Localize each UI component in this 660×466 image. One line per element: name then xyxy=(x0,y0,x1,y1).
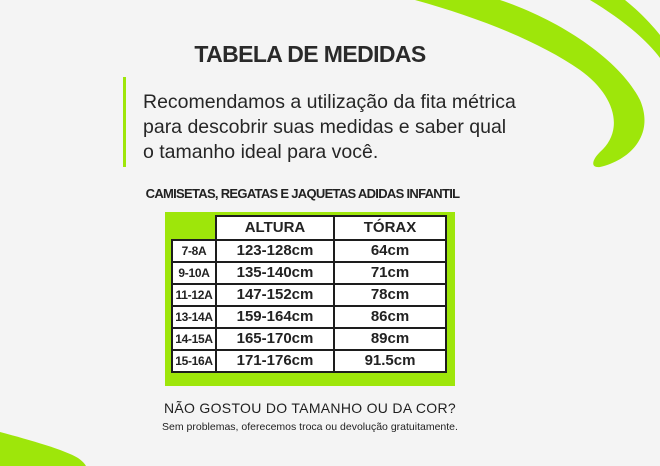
intro-line: para descobrir suas medidas e saber qual xyxy=(143,116,507,138)
bottom-left-swoosh xyxy=(0,432,86,466)
size-table: ALTURA TÓRAX 7-8A 123-128cm 64cm 9-10A 135-1… xyxy=(171,215,447,373)
cell-torax: 91.5cm xyxy=(333,349,447,373)
intro-text: Recomendamos a utilização da fita métric… xyxy=(143,90,583,165)
table-header-row: ALTURA TÓRAX xyxy=(172,215,447,241)
cell-size: 9-10A xyxy=(171,261,217,285)
cell-size: 7-8A xyxy=(171,239,217,263)
cell-torax: 86cm xyxy=(333,305,447,329)
header-altura: ALTURA xyxy=(215,215,335,241)
cell-size: 13-14A xyxy=(171,305,217,329)
cell-altura: 165-170cm xyxy=(215,327,335,351)
cell-altura: 147-152cm xyxy=(215,283,335,307)
page-title: TABELA DE MEDIDAS xyxy=(194,41,426,67)
top-right-swoosh xyxy=(590,0,660,58)
cell-size: 14-15A xyxy=(171,327,217,351)
cell-altura: 171-176cm xyxy=(215,349,335,373)
intro-line: Recomendamos a utilização da fita métric… xyxy=(143,91,516,113)
cell-torax: 78cm xyxy=(333,283,447,307)
accent-bar xyxy=(123,77,126,167)
table-row: 11-12A 147-152cm 78cm xyxy=(171,283,447,307)
table-row: 7-8A 123-128cm 64cm xyxy=(171,239,447,263)
footer-answer: Sem problemas, oferecemos troca ou devol… xyxy=(162,421,458,433)
table-row: 14-15A 165-170cm 89cm xyxy=(171,327,447,351)
cell-torax: 64cm xyxy=(333,239,447,263)
table-row: 9-10A 135-140cm 71cm xyxy=(171,261,447,285)
header-torax: TÓRAX xyxy=(333,215,447,241)
cell-altura: 123-128cm xyxy=(215,239,335,263)
table-row: 15-16A 171-176cm 91.5cm xyxy=(171,349,447,373)
main-swoosh xyxy=(415,0,645,168)
cell-size: 11-12A xyxy=(171,283,217,307)
intro-line: o tamanho ideal para você. xyxy=(143,141,379,163)
cell-altura: 135-140cm xyxy=(215,261,335,285)
table-title: CAMISETAS, REGATAS E JAQUETAS ADIDAS INF… xyxy=(145,186,460,201)
table-row: 13-14A 159-164cm 86cm xyxy=(171,305,447,329)
footer-question: NÃO GOSTOU DO TAMANHO OU DA COR? xyxy=(164,400,456,416)
cell-torax: 71cm xyxy=(333,261,447,285)
cell-size: 15-16A xyxy=(171,349,217,373)
cell-altura: 159-164cm xyxy=(215,305,335,329)
cell-torax: 89cm xyxy=(333,327,447,351)
